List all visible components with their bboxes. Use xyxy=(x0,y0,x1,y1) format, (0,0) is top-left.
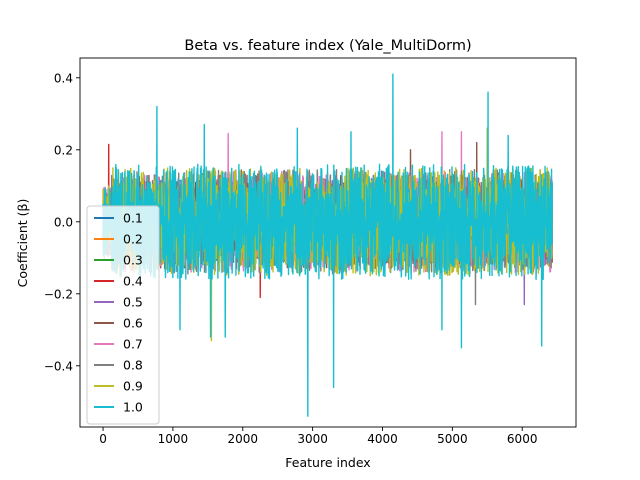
y-tick-label: 0.4 xyxy=(54,71,73,85)
legend-label: 0.8 xyxy=(123,358,143,373)
legend-label: 0.6 xyxy=(123,316,143,331)
y-tick-label: −0.2 xyxy=(44,287,73,301)
x-tick-label: 0 xyxy=(99,432,107,446)
chart-title: Beta vs. feature index (Yale_MultiDorm) xyxy=(184,38,471,54)
x-tick-label: 4000 xyxy=(367,432,398,446)
legend-label: 1.0 xyxy=(123,400,143,415)
plot-area xyxy=(102,73,553,417)
x-tick-label: 3000 xyxy=(297,432,328,446)
legend-label: 0.5 xyxy=(123,295,143,310)
axes: 0 1000 2000 3000 4000 5000 6000−0.4−0.20.00.20… xyxy=(44,57,577,446)
x-tick-label: 2000 xyxy=(227,432,258,446)
legend-label: 0.4 xyxy=(123,274,143,289)
x-tick-label: 5000 xyxy=(437,432,468,446)
legend-label: 0.2 xyxy=(123,232,143,247)
x-tick-label: 6000 xyxy=(507,432,538,446)
legend-label: 0.1 xyxy=(123,211,143,226)
y-tick-label: −0.4 xyxy=(44,359,73,373)
series-line xyxy=(102,73,553,417)
y-tick-label: 0.2 xyxy=(54,143,73,157)
x-axis-label: Feature index xyxy=(285,455,370,470)
legend-label: 0.9 xyxy=(123,379,143,394)
x-tick-label: 1000 xyxy=(158,432,189,446)
y-axis-label: Coefficient (β) xyxy=(15,199,30,288)
legend: 0.1 0.2 0.3 0.4 0.5 0.6 0.7 0.8 0.9 1.0 xyxy=(86,205,160,425)
legend-label: 0.7 xyxy=(123,337,143,352)
axes-frame xyxy=(79,57,577,428)
legend-label: 0.3 xyxy=(123,253,143,268)
y-tick-label: 0.0 xyxy=(54,215,73,229)
